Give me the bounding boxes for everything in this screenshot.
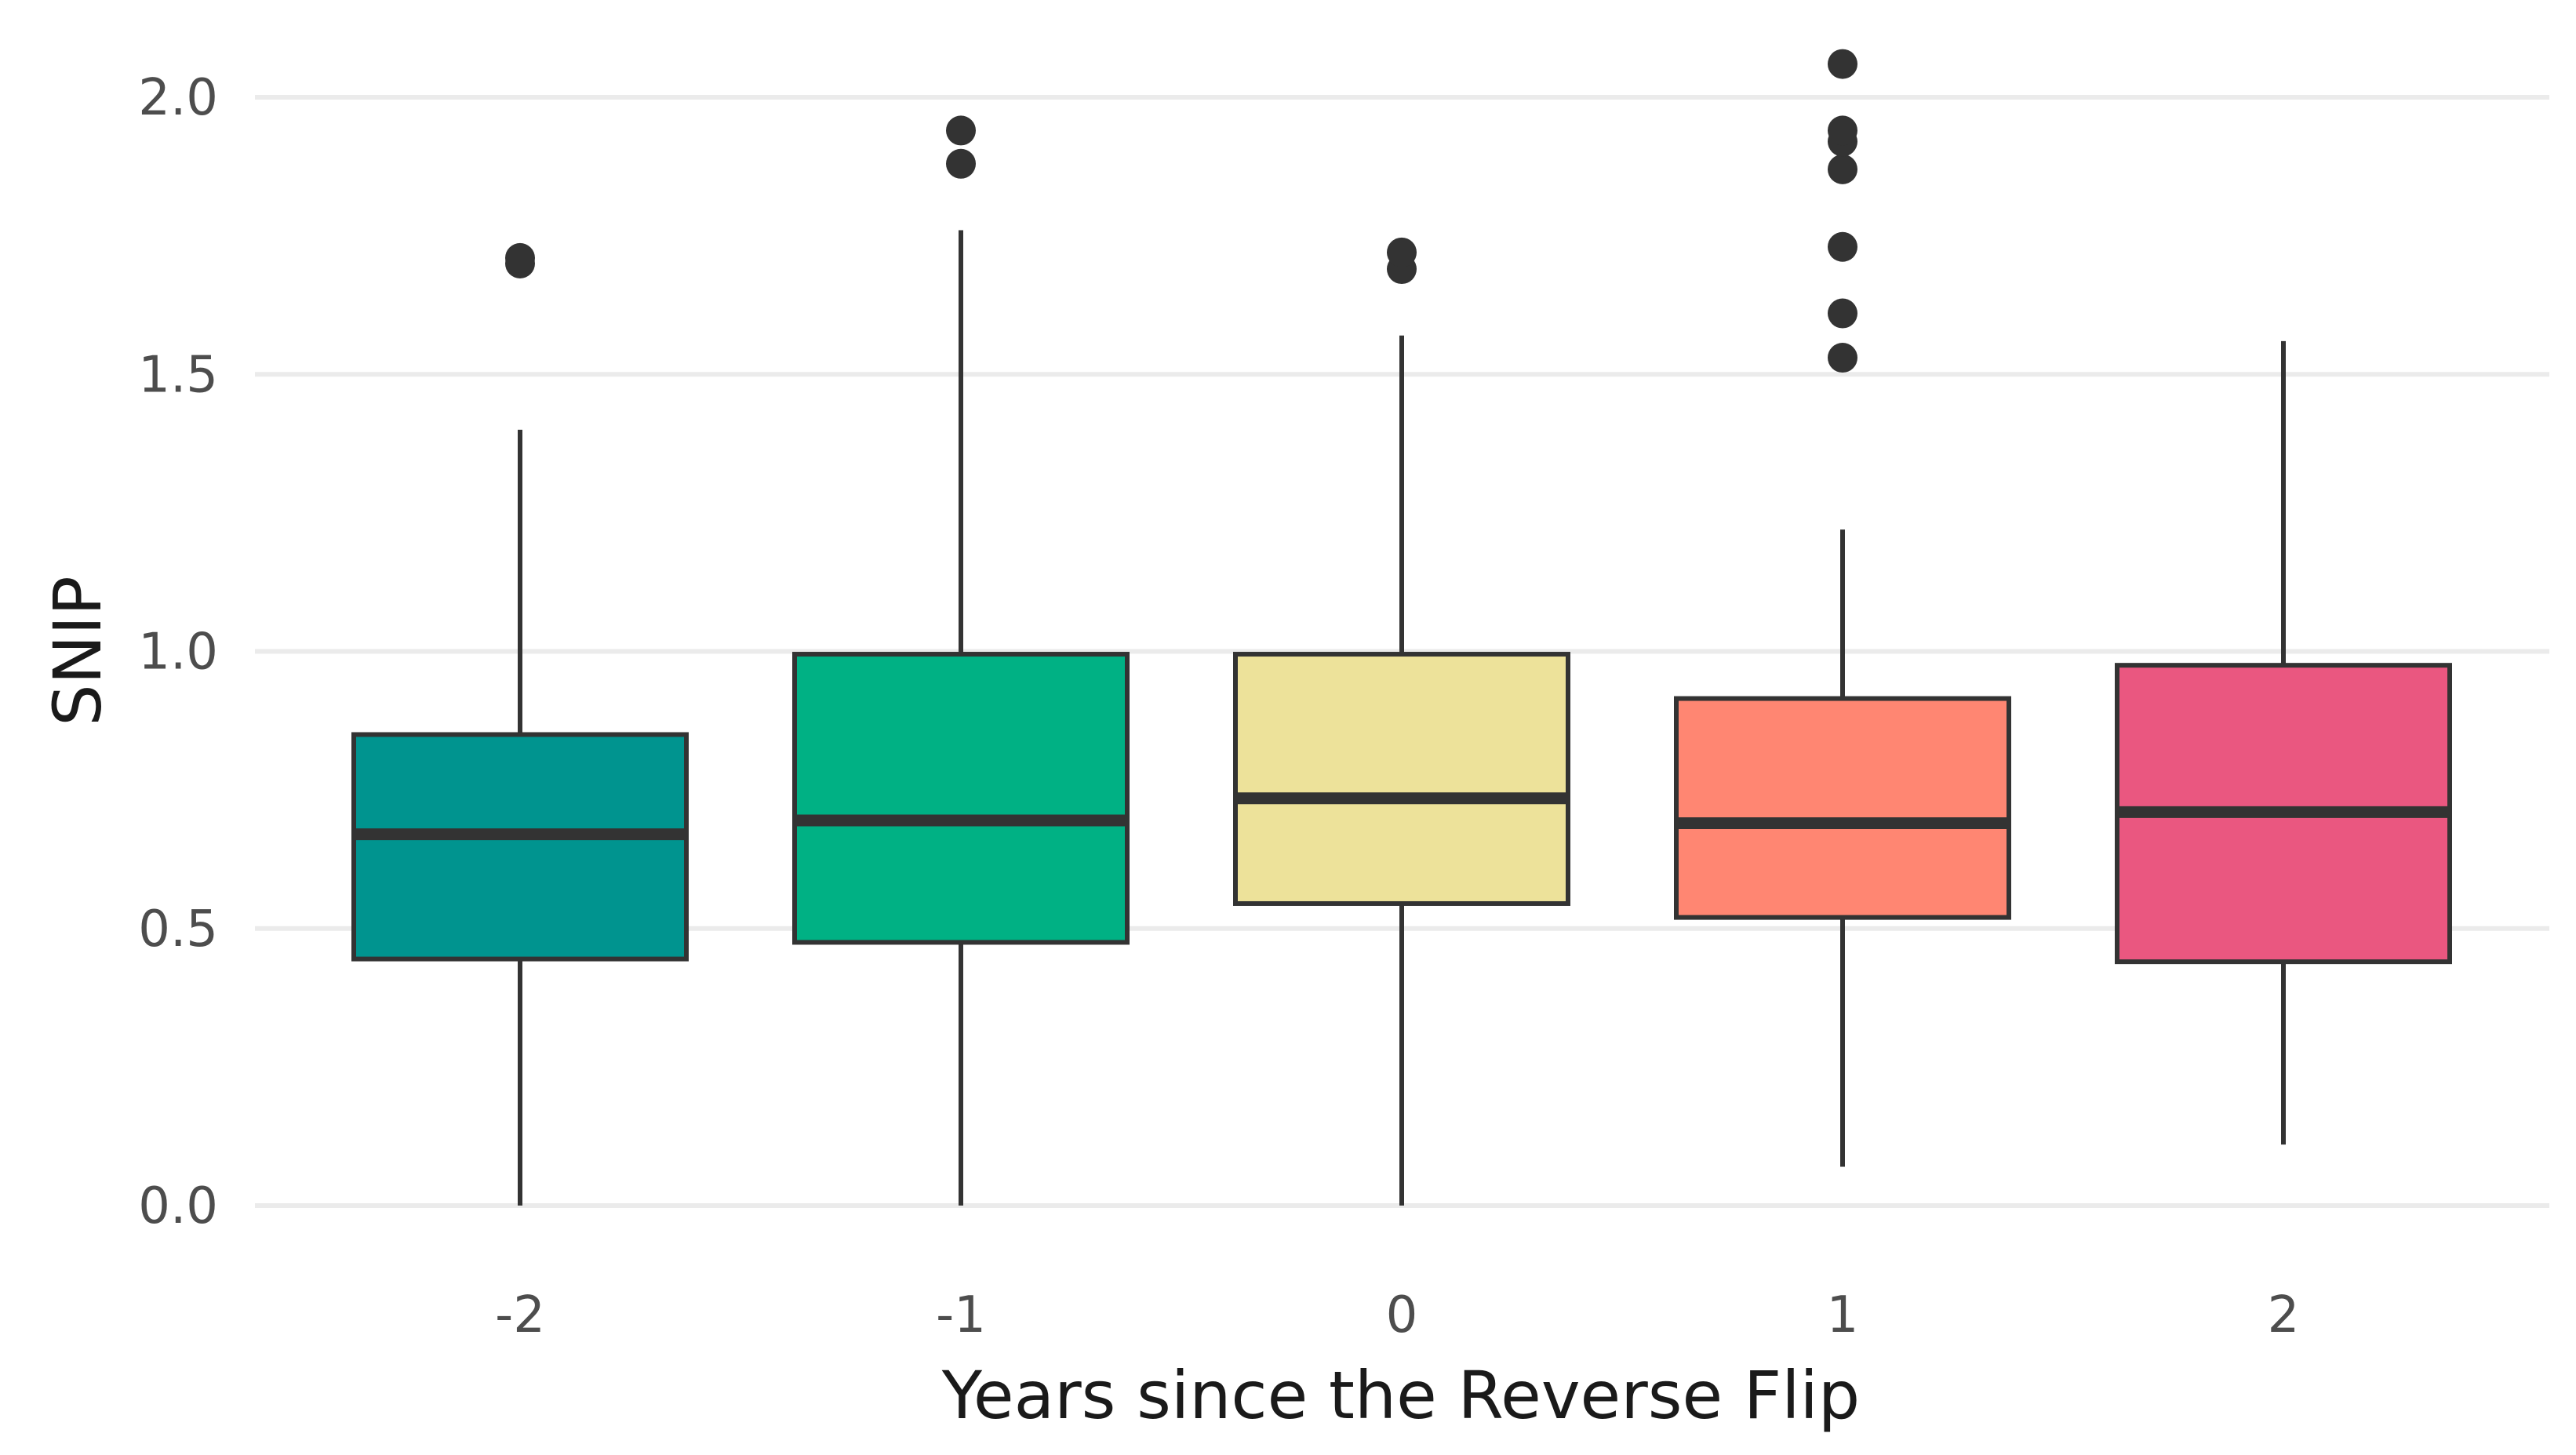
- x-tick-label: 2: [2268, 1286, 2300, 1344]
- outlier-point: [946, 115, 976, 146]
- outlier-point: [1828, 343, 1857, 373]
- x-tick-label: 0: [1386, 1286, 1418, 1344]
- outlier-point: [1828, 298, 1857, 329]
- y-axis-title: SNIP: [39, 576, 116, 726]
- y-tick-label: 1.5: [138, 346, 218, 404]
- outlier-point: [1828, 49, 1857, 79]
- boxes: [351, 49, 2452, 1206]
- box-iqr: [351, 732, 689, 962]
- box-iqr: [1674, 696, 2011, 920]
- x-tick-label: -1: [936, 1286, 986, 1344]
- outlier-point: [1828, 154, 1857, 184]
- x-tick-label: -2: [495, 1286, 545, 1344]
- outlier-point: [1828, 115, 1857, 146]
- box-iqr: [792, 652, 1130, 945]
- box-group-1: [792, 115, 1130, 1206]
- y-tick-labels: 0.0 0.5 1.0 1.5 2.0: [138, 69, 218, 1235]
- box-group-3: [1674, 49, 2011, 1167]
- y-tick-label: 2.0: [138, 69, 218, 127]
- y-tick-label: 0.5: [138, 900, 218, 958]
- box-group-0: [351, 242, 689, 1206]
- y-tick-label: 0.0: [138, 1177, 218, 1235]
- x-axis-title: Years since the Reverse Flip: [941, 1357, 1860, 1434]
- outlier-point: [1828, 231, 1857, 262]
- x-tick-labels: -2 -1 0 1 2: [495, 1286, 2299, 1344]
- outlier-point: [505, 242, 535, 273]
- box-iqr: [1233, 652, 1570, 906]
- outlier-point: [946, 148, 976, 179]
- box-group-2: [1233, 237, 1570, 1206]
- box-group-4: [2115, 340, 2452, 1145]
- y-tick-label: 1.0: [138, 624, 218, 682]
- x-tick-label: 1: [1827, 1286, 1859, 1344]
- outlier-point: [1387, 237, 1417, 267]
